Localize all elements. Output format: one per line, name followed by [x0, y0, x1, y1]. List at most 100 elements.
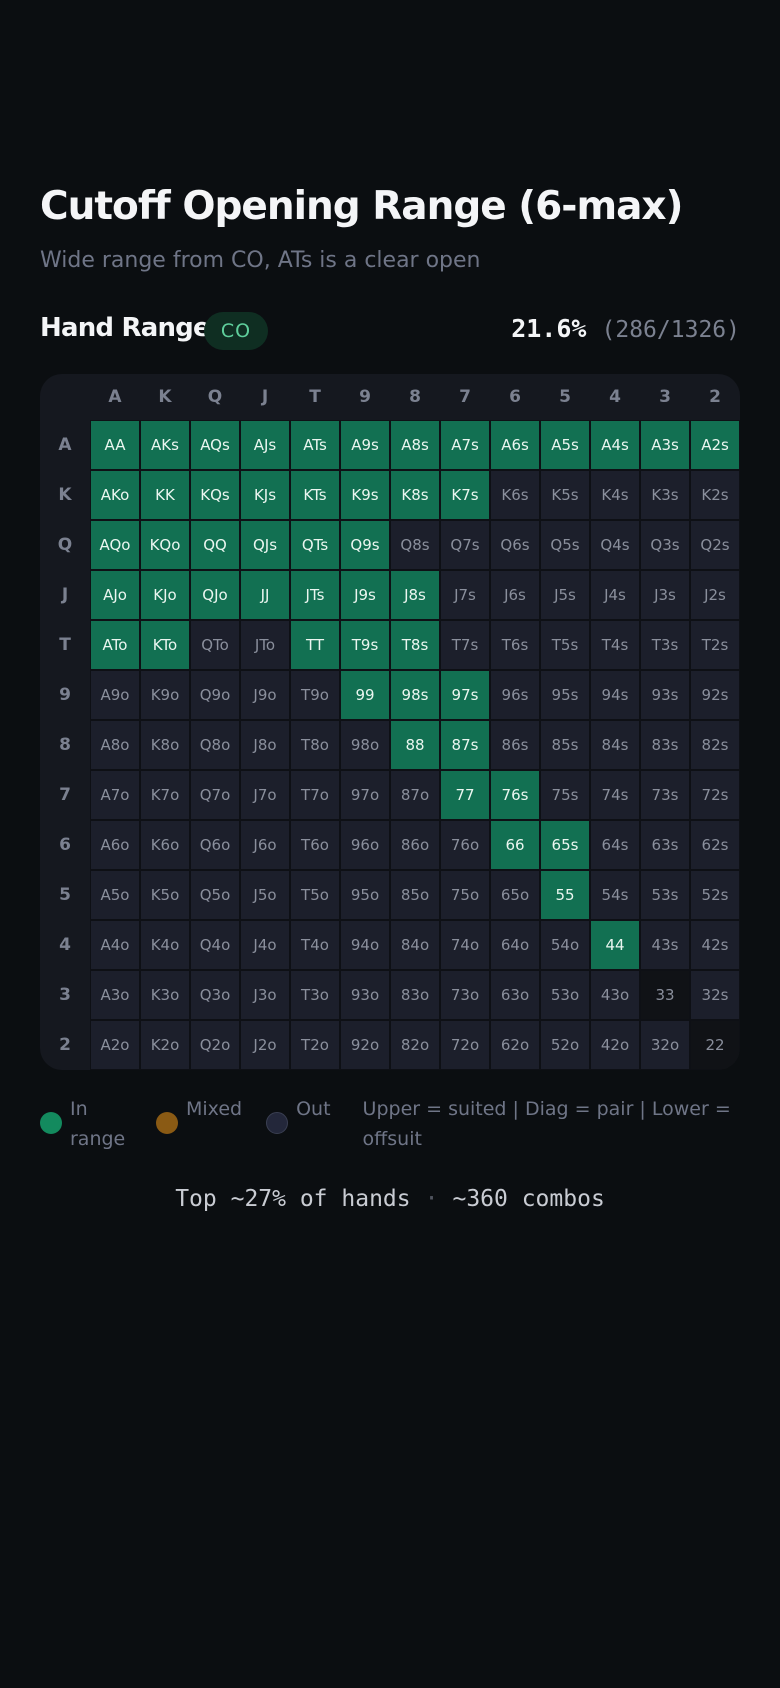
row-label: 6 — [59, 835, 71, 855]
hand-cell: J8o — [240, 720, 290, 770]
hand-cell: AA — [90, 420, 140, 470]
hand-cell: 73o — [440, 970, 490, 1020]
legend-swatch — [156, 1112, 178, 1134]
hand-cell: 97o — [340, 770, 390, 820]
hand-cell: 63o — [490, 970, 540, 1020]
hand-cell: Q5o — [190, 870, 240, 920]
hand-cell: T6o — [290, 820, 340, 870]
hand-cell: JTs — [290, 570, 340, 620]
hand-cell: 52s — [690, 870, 740, 920]
hand-cell: Q9s — [340, 520, 390, 570]
hand-cell: K4o — [140, 920, 190, 970]
hand-cell: 83o — [390, 970, 440, 1020]
hand-cell: T2s — [690, 620, 740, 670]
hand-cell: J9o — [240, 670, 290, 720]
hand-cell: T6s — [490, 620, 540, 670]
hand-cell: T7o — [290, 770, 340, 820]
hand-cell: QQ — [190, 520, 240, 570]
hand-cell: J7o — [240, 770, 290, 820]
hand-cell: A9s — [340, 420, 390, 470]
hand-cell: Q7s — [440, 520, 490, 570]
hand-cell: JJ — [240, 570, 290, 620]
position-badge: CO — [204, 312, 268, 350]
hand-cell: 98o — [340, 720, 390, 770]
hand-cell: 74s — [590, 770, 640, 820]
hand-cell: AJo — [90, 570, 140, 620]
hand-cell: 97s — [440, 670, 490, 720]
hand-cell: K7o — [140, 770, 190, 820]
hand-cell: K8s — [390, 470, 440, 520]
hand-cell: T5s — [540, 620, 590, 670]
corner — [40, 374, 90, 420]
hand-cell: T9o — [290, 670, 340, 720]
hand-cell: KK — [140, 470, 190, 520]
hand-cell: A2s — [690, 420, 740, 470]
hand-cell: K9s — [340, 470, 390, 520]
row-label: 5 — [59, 885, 71, 905]
row-label: Q — [57, 535, 73, 555]
hand-cell: 82o — [390, 1020, 440, 1070]
hand-cell: 83s — [640, 720, 690, 770]
hand-cell: K5o — [140, 870, 190, 920]
hand-cell: 75o — [440, 870, 490, 920]
hand-cell: 85s — [540, 720, 590, 770]
hand-cell: 33 — [640, 970, 690, 1020]
hand-cell: 82s — [690, 720, 740, 770]
hand-cell: 72s — [690, 770, 740, 820]
hand-cell: 73s — [640, 770, 690, 820]
hand-cell: J9s — [340, 570, 390, 620]
hand-cell: 95o — [340, 870, 390, 920]
legend-item: In range — [40, 1094, 132, 1154]
hand-cell: KQs — [190, 470, 240, 520]
hand-cell: A3o — [90, 970, 140, 1020]
hand-cell: AQs — [190, 420, 240, 470]
legend-swatch — [266, 1112, 289, 1134]
hand-cell: A7o — [90, 770, 140, 820]
hand-cell: Q7o — [190, 770, 240, 820]
hand-cell: 76o — [440, 820, 490, 870]
hand-cell: 95s — [540, 670, 590, 720]
column-label: 9 — [359, 387, 371, 407]
hand-cell: J6s — [490, 570, 540, 620]
hand-cell: 77 — [440, 770, 490, 820]
hand-cell: 22 — [690, 1020, 740, 1070]
hand-cell: K3s — [640, 470, 690, 520]
hand-cell: 65s — [540, 820, 590, 870]
hand-cell: Q6s — [490, 520, 540, 570]
hand-cell: A5s — [540, 420, 590, 470]
hand-cell: K4s — [590, 470, 640, 520]
hand-cell: Q4o — [190, 920, 240, 970]
row-label: K — [58, 485, 72, 505]
hand-cell: KTo — [140, 620, 190, 670]
hand-cell: J4o — [240, 920, 290, 970]
hand-cell: AKo — [90, 470, 140, 520]
hand-cell: Q5s — [540, 520, 590, 570]
hand-cell: 76s — [490, 770, 540, 820]
hand-cell: 93o — [340, 970, 390, 1020]
hand-cell: K6s — [490, 470, 540, 520]
hand-cell: T3s — [640, 620, 690, 670]
footer-right: ~360 combos — [452, 1186, 605, 1212]
hand-cell: J2s — [690, 570, 740, 620]
row-label: 3 — [59, 985, 71, 1005]
hand-cell: T7s — [440, 620, 490, 670]
hand-cell: 32s — [690, 970, 740, 1020]
hand-cell: 63s — [640, 820, 690, 870]
hand-cell: 42o — [590, 1020, 640, 1070]
hand-cell: K6o — [140, 820, 190, 870]
legend-item: Out — [266, 1094, 331, 1134]
hand-cell: 84s — [590, 720, 640, 770]
hand-cell: 87o — [390, 770, 440, 820]
hand-cell: A8s — [390, 420, 440, 470]
hand-cell: T5o — [290, 870, 340, 920]
hand-cell: T9s — [340, 620, 390, 670]
hand-cell: J3o — [240, 970, 290, 1020]
section-label: Hand Range — [40, 313, 211, 343]
hand-cell: QJs — [240, 520, 290, 570]
hand-cell: J6o — [240, 820, 290, 870]
hand-cell: A4s — [590, 420, 640, 470]
hand-cell: 94s — [590, 670, 640, 720]
hand-cell: K3o — [140, 970, 190, 1020]
